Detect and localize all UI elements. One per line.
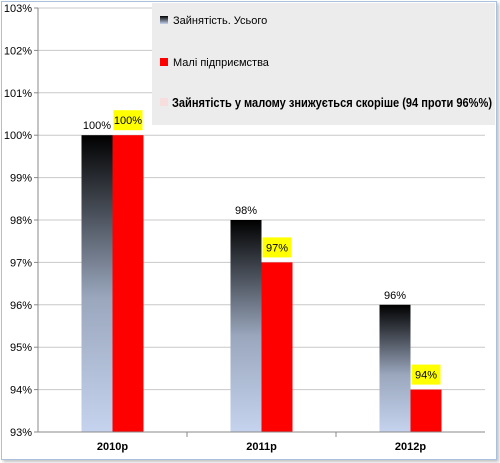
legend-swatch-total [160, 16, 168, 24]
y-tick-label: 98% [10, 215, 32, 227]
data-label-small-bg [411, 364, 441, 385]
x-tick-label: 2011р [246, 441, 277, 453]
y-tick-label: 99% [10, 173, 32, 185]
bar-total [379, 304, 411, 432]
y-tick-label: 94% [10, 385, 32, 397]
bar-small [112, 135, 144, 432]
legend-note: Зайнятість у малому знижується скоріше (… [172, 95, 492, 110]
data-label-small: 100% [114, 115, 142, 127]
y-tick-label: 93% [10, 427, 32, 439]
data-label-small: 94% [415, 370, 437, 382]
legend-swatch-note [160, 98, 168, 106]
x-tick-label: 2012р [395, 441, 426, 453]
y-tick-label: 100% [4, 130, 32, 142]
y-axis: 93% 94% 95% 96% 97% 98% 99% 100% 101% 102% 103% [4, 3, 39, 439]
legend-swatch-small [160, 58, 168, 66]
data-label-small: 97% [266, 242, 288, 254]
legend-label-small: Малі підприємства [173, 57, 270, 69]
legend-background [152, 3, 495, 125]
y-tick-label: 101% [4, 88, 32, 100]
x-tick-label: 2010р [97, 441, 128, 453]
data-label-total: 96% [384, 290, 406, 302]
data-label-small-bg [113, 110, 143, 131]
y-tick-label: 103% [4, 3, 32, 15]
bar-total [81, 135, 113, 432]
bars: 100% 100% 98% 97% 96% 94% [81, 110, 442, 432]
legend-label-total: Зайнятість. Усього [173, 15, 267, 27]
bar-small [410, 389, 442, 432]
y-tick-label: 102% [4, 45, 32, 57]
bar-small [261, 262, 293, 432]
legend: Зайнятість. Усього Малі підприємства Зай… [152, 3, 495, 125]
data-label-total: 100% [83, 120, 111, 132]
data-label-small-bg [262, 237, 292, 258]
bar-total [230, 220, 262, 432]
y-tick-label: 95% [10, 342, 32, 354]
x-axis: 2010р 2011р 2012р [38, 431, 485, 453]
data-label-total: 98% [235, 205, 257, 217]
y-tick-label: 97% [10, 257, 32, 269]
y-tick-label: 96% [10, 300, 32, 312]
